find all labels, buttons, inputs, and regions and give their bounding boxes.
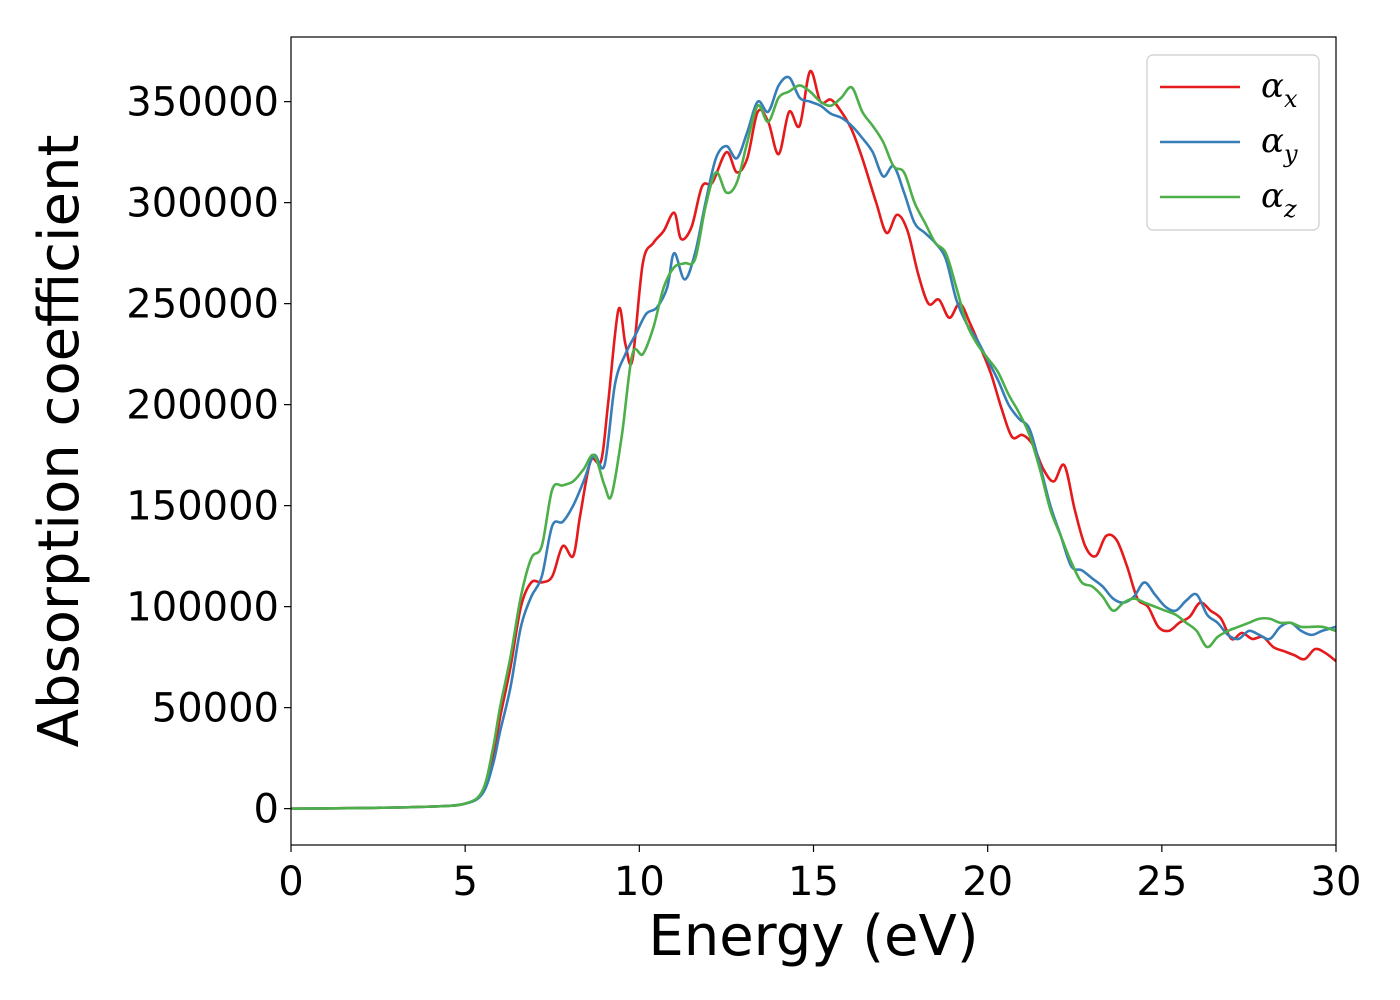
x-axis: 0 5 10 15 20 25 30 [278,845,1361,905]
y-tick-label: 100000 [126,585,279,631]
y-tick-label: 300000 [126,181,279,227]
x-tick-label: 0 [278,859,303,905]
series-line-z [291,84,1336,810]
x-tick-label: 5 [452,859,477,905]
legend-entry-label: αz [1261,176,1297,223]
x-tick-label: 20 [962,859,1013,905]
y-tick-label: 250000 [126,282,279,328]
legend-entry-label: αy [1261,121,1298,168]
x-axis-label: Energy (eV) [648,904,978,969]
y-tick-label: 150000 [126,484,279,530]
y-tick-label: 200000 [126,383,279,429]
x-tick-label: 30 [1311,859,1362,905]
x-tick-label: 25 [1136,859,1187,905]
legend-symbol: α [1261,176,1284,216]
legend-symbol: α [1261,66,1284,106]
y-tick-label: 0 [254,787,279,833]
legend-subscript: z [1283,195,1297,223]
y-tick-label: 350000 [126,80,279,126]
series-line-y [291,75,1336,810]
x-tick-label: 10 [614,859,665,905]
y-axis-label: Absorption coefficient [27,135,92,748]
y-tick-label: 50000 [152,686,279,732]
legend-symbol: α [1261,121,1284,161]
x-tick-label: 15 [788,859,839,905]
legend-subscript: y [1283,140,1298,168]
series-layer [291,69,1336,810]
legend-entry-label: αx [1261,66,1298,113]
legend-subscript: x [1284,85,1298,113]
y-axis: 0 50000 100000 150000 200000 250000 300000 3500… [126,80,291,833]
